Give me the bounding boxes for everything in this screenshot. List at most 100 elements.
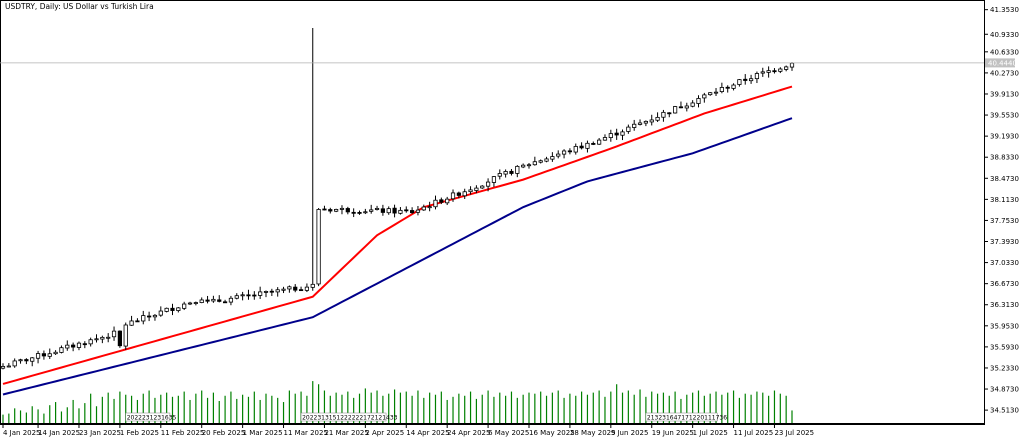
candle-bullish[interactable] [696, 98, 701, 104]
candle-bullish[interactable] [234, 295, 239, 299]
candle-bullish[interactable] [766, 70, 771, 73]
candle-bearish[interactable] [357, 212, 362, 214]
candle-bearish[interactable] [743, 78, 748, 81]
candle-bullish[interactable] [152, 314, 158, 318]
candle-bullish[interactable] [6, 365, 11, 368]
candle-bearish[interactable] [667, 112, 672, 115]
candle-bearish[interactable] [24, 359, 29, 362]
candle-bullish[interactable] [193, 302, 198, 304]
candle-bearish[interactable] [345, 208, 350, 213]
candle-bullish[interactable] [240, 294, 245, 297]
candle-bullish[interactable] [748, 78, 754, 82]
candle-bearish[interactable] [117, 330, 122, 347]
candle-bullish[interactable] [35, 353, 41, 359]
candle-bullish[interactable] [427, 206, 432, 209]
candle-bullish[interactable] [111, 330, 117, 338]
candle-bearish[interactable] [456, 192, 461, 196]
candle-bearish[interactable] [170, 307, 175, 311]
candle-bullish[interactable] [316, 209, 321, 285]
candle-bullish[interactable] [304, 286, 310, 291]
candle-bullish[interactable] [421, 206, 426, 211]
candle-bullish[interactable] [655, 116, 660, 121]
candle-bullish[interactable] [462, 191, 467, 197]
candle-bearish[interactable] [725, 86, 730, 89]
candle-bullish[interactable] [468, 189, 473, 193]
candle-bearish[interactable] [351, 211, 356, 214]
candle-bullish[interactable] [88, 339, 93, 345]
candle-bullish[interactable] [491, 176, 497, 183]
candle-bearish[interactable] [217, 299, 222, 302]
candle-bearish[interactable] [439, 199, 444, 203]
candle-bearish[interactable] [147, 315, 152, 318]
candle-bullish[interactable] [433, 199, 438, 208]
candle-bullish[interactable] [474, 187, 479, 191]
candle-bullish[interactable] [597, 139, 602, 145]
candle-bearish[interactable] [71, 344, 76, 348]
candle-bullish[interactable] [287, 286, 292, 290]
candle-bullish[interactable] [649, 119, 654, 123]
candle-bullish[interactable] [521, 164, 526, 168]
candle-bullish[interactable] [386, 208, 391, 214]
candle-bullish[interactable] [480, 185, 485, 189]
candle-bearish[interactable] [82, 343, 87, 346]
candle-bullish[interactable] [129, 320, 134, 326]
candle-bearish[interactable] [322, 208, 327, 211]
candle-bearish[interactable] [298, 289, 304, 292]
candle-bullish[interactable] [363, 211, 368, 214]
candle-bullish[interactable] [369, 209, 374, 212]
candle-bullish[interactable] [12, 360, 17, 367]
candle-bearish[interactable] [567, 150, 573, 153]
candle-bullish[interactable] [275, 289, 280, 293]
candle-bullish[interactable] [778, 68, 783, 72]
candle-bullish[interactable] [182, 303, 187, 309]
candle-bearish[interactable] [205, 299, 210, 302]
candle-bullish[interactable] [538, 160, 543, 163]
candle-bullish[interactable] [497, 173, 502, 177]
candle-bullish[interactable] [713, 91, 719, 94]
candle-bullish[interactable] [485, 181, 491, 187]
candle-bearish[interactable] [269, 290, 274, 293]
candle-bullish[interactable] [123, 324, 128, 347]
candle-bullish[interactable] [47, 353, 52, 357]
candle-bullish[interactable] [637, 122, 643, 125]
candle-bullish[interactable] [708, 92, 713, 96]
candle-bearish[interactable] [410, 210, 415, 214]
candle-bullish[interactable] [515, 165, 520, 174]
candle-bullish[interactable] [573, 146, 578, 153]
candle-bearish[interactable] [293, 286, 298, 291]
candle-bullish[interactable] [503, 171, 508, 175]
candle-bearish[interactable] [392, 207, 397, 214]
candle-bullish[interactable] [164, 307, 169, 312]
candlesticks[interactable] [0, 28, 795, 370]
candle-bullish[interactable] [620, 131, 625, 136]
candle-bullish[interactable] [684, 105, 689, 109]
candle-bullish[interactable] [65, 344, 70, 349]
candle-bearish[interactable] [222, 301, 228, 304]
candle-bullish[interactable] [334, 208, 339, 212]
candle-bullish[interactable] [760, 71, 765, 74]
candle-bullish[interactable] [187, 302, 193, 305]
candle-bullish[interactable] [415, 209, 421, 213]
candle-bullish[interactable] [784, 66, 789, 70]
candle-bullish[interactable] [550, 156, 555, 160]
candle-bearish[interactable] [509, 170, 514, 174]
candle-bullish[interactable] [106, 336, 111, 339]
candle-bullish[interactable] [719, 87, 724, 93]
candle-bullish[interactable] [199, 299, 204, 303]
candle-bullish[interactable] [532, 161, 537, 166]
candle-bullish[interactable] [526, 164, 532, 167]
candle-bearish[interactable] [41, 353, 47, 357]
candle-bullish[interactable] [585, 142, 590, 149]
candle-bullish[interactable] [737, 79, 742, 85]
candle-bullish[interactable] [18, 359, 23, 362]
candle-bullish[interactable] [53, 351, 58, 355]
candle-bullish[interactable] [690, 102, 695, 107]
candle-bearish[interactable] [246, 294, 251, 297]
candle-bullish[interactable] [789, 62, 795, 68]
candle-bullish[interactable] [76, 342, 82, 348]
candle-bearish[interactable] [591, 143, 596, 145]
candle-bullish[interactable] [445, 198, 450, 204]
candle-bullish[interactable] [59, 347, 64, 353]
candle-bullish[interactable] [602, 137, 608, 141]
